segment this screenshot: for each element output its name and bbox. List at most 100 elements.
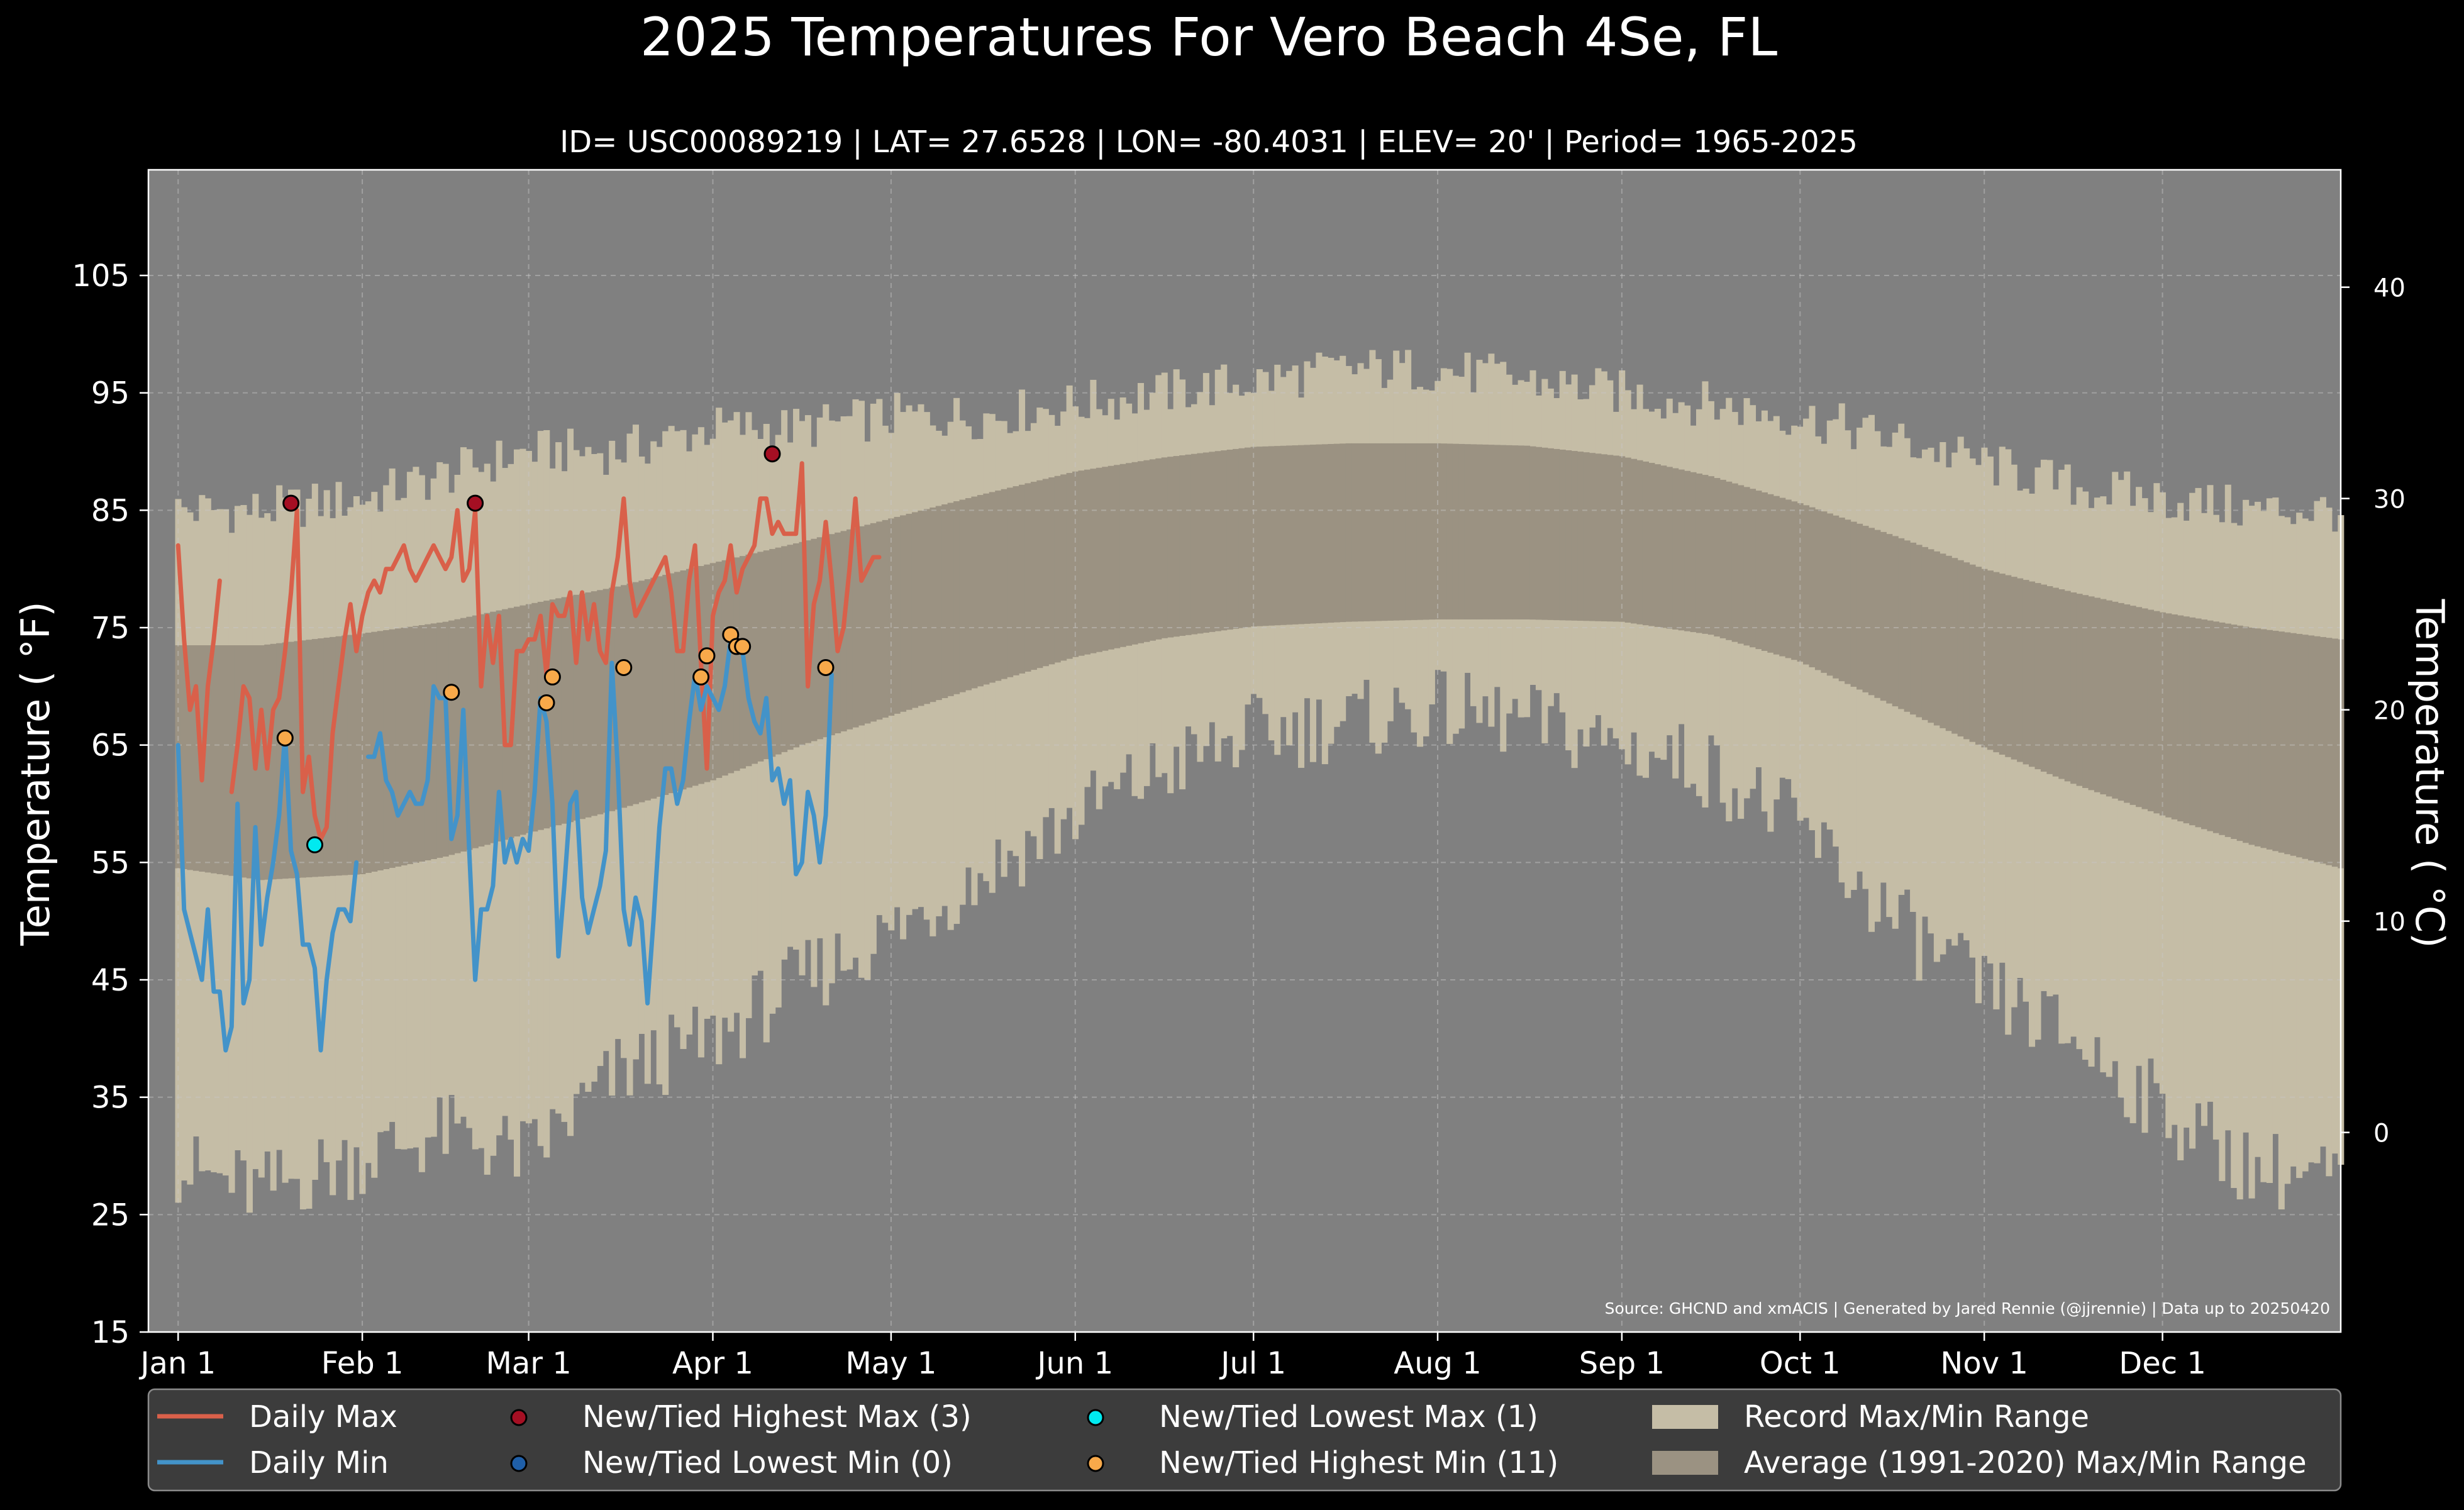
average-range-bar — [1755, 491, 1762, 650]
average-range-bar — [959, 499, 966, 692]
average-range-bar — [733, 557, 740, 771]
y-right-tick-label: 30 — [2373, 486, 2406, 514]
legend-item: New/Tied Lowest Min (0) — [510, 1445, 953, 1480]
legend-label: Record Max/Min Range — [1744, 1399, 2089, 1435]
average-range-bar — [953, 501, 960, 694]
average-range-bar — [728, 558, 735, 774]
average-range-bar — [716, 562, 723, 778]
average-range-bar — [401, 628, 408, 865]
average-range-bar — [2147, 609, 2155, 811]
average-range-bar — [341, 635, 348, 875]
average-range-bar — [323, 637, 330, 877]
y-tick-label: 85 — [91, 493, 130, 528]
record-range-bar — [2141, 498, 2148, 1133]
average-range-bar — [573, 594, 580, 821]
average-range-bar — [1957, 560, 1964, 736]
average-range-bar — [2040, 584, 2047, 772]
average-range-bar — [1814, 509, 1821, 670]
average-range-bar — [2052, 587, 2059, 777]
average-range-bar — [2076, 594, 2083, 786]
average-range-bar — [1500, 445, 1507, 619]
x-tick-label: Feb 1 — [321, 1346, 404, 1381]
y-right-tick-label: 0 — [2373, 1119, 2389, 1148]
average-range-bar — [1719, 479, 1726, 638]
average-range-bar — [187, 645, 194, 870]
average-range-bar — [211, 645, 218, 874]
y-tick-label: 65 — [91, 728, 130, 763]
average-range-bar — [1416, 443, 1424, 620]
average-range-bar — [2207, 620, 2214, 831]
average-range-bar — [650, 577, 657, 799]
y-tick-label: 15 — [91, 1315, 130, 1350]
average-range-bar — [496, 610, 502, 841]
average-range-bar — [318, 638, 325, 877]
average-range-bar — [2023, 580, 2029, 765]
average-range-bar — [597, 590, 604, 814]
average-range-bar — [656, 576, 663, 797]
average-range-bar — [1963, 562, 1970, 740]
average-range-bar — [1904, 540, 1911, 712]
average-range-bar — [1695, 473, 1703, 633]
average-range-bar — [1363, 443, 1370, 621]
average-range-bar — [2326, 638, 2333, 865]
average-range-bar — [1185, 454, 1192, 635]
record-marker-new-tied-highest-min — [615, 659, 633, 676]
average-range-bar — [763, 550, 770, 760]
average-range-bar — [1387, 443, 1394, 621]
average-range-bar — [1440, 443, 1447, 619]
average-range-bar — [995, 491, 1002, 681]
average-range-bar — [2302, 635, 2309, 859]
average-range-bar — [228, 645, 235, 876]
average-range-bar — [1791, 501, 1798, 660]
average-range-bar — [1452, 443, 1459, 619]
daily-min-line-segment — [175, 731, 359, 1053]
average-range-bar — [1245, 447, 1251, 628]
average-range-bar — [989, 492, 996, 683]
record-range-bar — [2231, 523, 2238, 1188]
average-range-bar — [180, 645, 188, 869]
average-range-bar — [1868, 528, 1875, 696]
average-range-bar — [751, 553, 758, 764]
average-range-bar — [1250, 447, 1257, 627]
average-range-bar — [1126, 463, 1133, 646]
legend-label: New/Tied Highest Max (3) — [582, 1399, 972, 1435]
y-axis-label-right: Temperature ( °C) — [2407, 599, 2453, 948]
average-range-bar — [1975, 567, 1982, 745]
average-range-bar — [668, 573, 675, 794]
average-range-bar — [1797, 503, 1804, 662]
average-range-bar — [823, 535, 830, 738]
average-range-bar — [2106, 600, 2112, 797]
average-range-bar — [1393, 443, 1400, 621]
average-range-bar — [1850, 521, 1857, 687]
average-range-bar — [1078, 470, 1085, 656]
average-range-bar — [448, 620, 455, 855]
average-range-bar — [2124, 604, 2131, 803]
average-range-bar — [983, 493, 990, 685]
average-range-bar — [311, 639, 318, 877]
average-range-bar — [490, 611, 497, 843]
average-range-bar — [192, 645, 199, 871]
average-range-bar — [2136, 607, 2143, 808]
average-range-bar — [1648, 463, 1655, 626]
average-range-bar — [2224, 623, 2231, 837]
average-range-bar — [1731, 483, 1738, 642]
average-range-bar — [1268, 446, 1275, 626]
legend-label: Average (1991-2020) Max/Min Range — [1744, 1445, 2307, 1480]
average-range-bar — [1102, 467, 1109, 651]
average-range-bar — [1583, 452, 1590, 621]
average-range-bar — [1945, 555, 1952, 731]
average-range-bar — [2296, 633, 2303, 858]
average-range-bar — [1209, 452, 1216, 632]
average-range-bar — [2117, 602, 2124, 801]
average-range-bar — [2177, 615, 2184, 821]
average-range-bar — [484, 613, 491, 845]
legend-item: Record Max/Min Range — [1652, 1399, 2089, 1435]
average-range-bar — [2290, 633, 2297, 856]
average-range-bar — [1512, 445, 1519, 619]
average-range-bar — [1898, 538, 1905, 709]
average-range-bar — [2331, 638, 2338, 867]
average-range-bar — [1316, 444, 1323, 623]
average-range-bar — [2212, 621, 2219, 833]
average-range-bar — [1096, 467, 1102, 652]
average-range-bar — [1274, 446, 1281, 626]
